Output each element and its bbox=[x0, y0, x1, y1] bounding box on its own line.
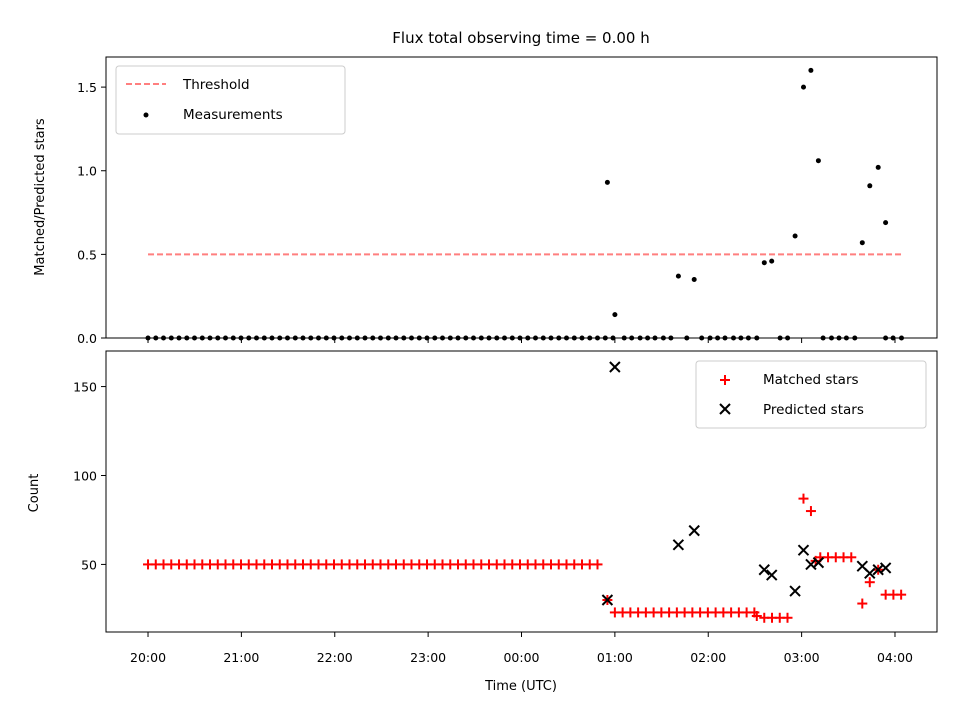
predicted-star-point bbox=[864, 567, 876, 580]
predicted-star-point bbox=[601, 594, 614, 606]
bottom-y-axis-label: Count bbox=[27, 474, 42, 513]
top-y-ticks: 0.0 0.5 1.0 1.5 bbox=[77, 80, 106, 346]
measurement-point bbox=[675, 273, 681, 279]
measurement-point bbox=[769, 258, 775, 264]
bottom-y-tick-label: 150 bbox=[73, 380, 97, 395]
legend-predicted-label: Predicted stars bbox=[763, 402, 864, 418]
bottom-x-tick-label: 03:00 bbox=[784, 650, 820, 665]
measurement-point bbox=[691, 277, 697, 282]
legend-matched-label: Matched stars bbox=[763, 372, 859, 388]
bottom-y-tick-label: 100 bbox=[73, 468, 97, 483]
bottom-x-ticks: 20:00 21:00 22:00 23:00 00:00 01:00 02:00 03:00… bbox=[130, 632, 913, 665]
top-y-tick-label: 1.5 bbox=[77, 80, 97, 95]
measurement-point bbox=[815, 158, 821, 164]
matched-star-point bbox=[846, 552, 857, 563]
legend-predicted-swatch bbox=[719, 403, 731, 415]
bottom-x-tick-label: 04:00 bbox=[877, 650, 913, 665]
matched-star-point bbox=[857, 598, 868, 609]
bottom-x-tick-label: 21:00 bbox=[223, 650, 259, 665]
bottom-y-ticks: 50 100 150 bbox=[73, 380, 106, 572]
measurement-point bbox=[875, 164, 881, 170]
measurement-point bbox=[859, 240, 865, 246]
bottom-x-tick-label: 20:00 bbox=[130, 650, 166, 665]
bottom-y-tick-label: 50 bbox=[81, 557, 97, 572]
measurement-point bbox=[761, 260, 767, 266]
predicted-star-point bbox=[812, 556, 825, 569]
measurement-point bbox=[612, 312, 618, 318]
measurement-point bbox=[801, 84, 806, 90]
measurement-point bbox=[792, 233, 798, 239]
bottom-x-tick-label: 02:00 bbox=[690, 650, 726, 665]
bottom-legend: Matched stars Predicted stars bbox=[695, 360, 927, 429]
bottom-x-tick-label: 23:00 bbox=[410, 650, 446, 665]
matched-star-point bbox=[782, 612, 793, 623]
matched-star-point bbox=[864, 577, 875, 588]
legend-measurements-swatch bbox=[143, 112, 149, 118]
top-chart-title: Flux total observing time = 0.00 h bbox=[392, 29, 649, 47]
matched-star-point bbox=[798, 493, 809, 504]
bottom-x-tick-label: 01:00 bbox=[597, 650, 633, 665]
measurement-point bbox=[867, 183, 873, 189]
top-y-axis-label: Matched/Predicted stars bbox=[33, 118, 48, 276]
top-plot bbox=[145, 67, 904, 341]
legend-matched-swatch bbox=[720, 375, 730, 385]
bottom-legend-box bbox=[695, 360, 927, 429]
matched-star-point bbox=[751, 610, 762, 621]
matched-star-point bbox=[805, 506, 816, 517]
top-legend-box bbox=[115, 65, 346, 135]
matched-star-point bbox=[896, 589, 907, 600]
bottom-x-tick-label: 22:00 bbox=[317, 650, 353, 665]
predicted-star-point bbox=[766, 569, 778, 581]
top-y-tick-label: 0.0 bbox=[77, 331, 97, 346]
top-y-tick-label: 1.0 bbox=[77, 164, 97, 179]
legend-threshold-label: Threshold bbox=[182, 77, 250, 93]
measurement-point bbox=[808, 67, 814, 73]
top-legend: Threshold Measurements bbox=[115, 65, 346, 135]
bottom-x-axis-label: Time (UTC) bbox=[484, 679, 557, 694]
predicted-star-point bbox=[789, 585, 801, 597]
predicted-star-point bbox=[672, 539, 685, 551]
legend-measurements-label: Measurements bbox=[183, 107, 283, 123]
predicted-star-point bbox=[879, 562, 892, 574]
bottom-plot bbox=[143, 361, 907, 623]
top-y-tick-label: 0.5 bbox=[77, 247, 97, 262]
top-x-ticks bbox=[147, 338, 896, 343]
predicted-star-point bbox=[688, 524, 700, 537]
predicted-star-point bbox=[758, 564, 770, 576]
bottom-x-tick-label: 00:00 bbox=[503, 650, 539, 665]
measurement-point bbox=[604, 179, 610, 185]
predicted-star-point bbox=[797, 544, 810, 556]
predicted-star-point bbox=[609, 361, 621, 373]
measurement-point bbox=[883, 220, 889, 226]
matched-star-point bbox=[592, 559, 603, 570]
